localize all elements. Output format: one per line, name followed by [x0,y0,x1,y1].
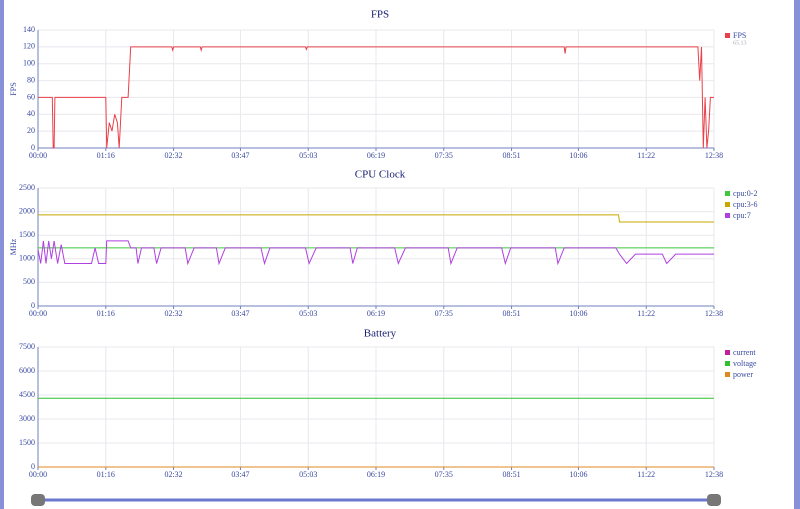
x-tick-label: 00:00 [29,470,47,479]
x-tick-label: 10:06 [569,309,587,318]
x-tick-label: 07:35 [435,151,453,160]
y-tick-label: 2500 [19,183,35,192]
series-line [37,240,714,266]
legend-label: cpu:0-2 [733,189,757,198]
y-tick-label: 3000 [19,414,35,423]
legend-label: power [733,370,753,379]
chart-title: Battery [364,328,397,340]
legend-swatch [725,202,730,207]
y-tick-label: 140 [23,25,35,34]
x-tick-label: 11:22 [637,309,655,318]
legend-label: FPS [733,31,746,40]
y-tick-label: 500 [23,277,35,286]
range-handle-start[interactable] [31,494,45,506]
legend-swatch [725,350,730,355]
x-tick-label: 07:35 [435,470,453,479]
legend-detail: 65.13 [733,40,747,46]
y-tick-label: 80 [27,75,35,84]
chart-title: CPU Clock [355,169,406,181]
x-tick-label: 08:51 [502,151,520,160]
x-tick-label: 06:19 [367,309,385,318]
x-tick-label: 10:06 [569,151,587,160]
x-tick-label: 01:16 [97,470,115,479]
y-axis-label: FPS [9,82,18,95]
x-tick-label: 06:19 [367,470,385,479]
y-tick-label: 7500 [19,342,35,351]
y-tick-label: 1500 [19,230,35,239]
x-tick-label: 02:32 [164,151,182,160]
x-tick-label: 12:38 [705,151,723,160]
y-tick-label: 1000 [19,254,35,263]
y-tick-label: 2000 [19,206,35,215]
y-tick-label: 20 [27,126,35,135]
legend-swatch [725,361,730,366]
chart-title: FPS [371,9,389,21]
x-tick-label: 03:47 [231,309,249,318]
x-tick-label: 01:16 [97,309,115,318]
x-tick-label: 02:32 [164,309,182,318]
x-tick-label: 03:47 [231,470,249,479]
x-tick-label: 12:38 [705,470,723,479]
y-tick-label: 100 [23,59,35,68]
x-tick-label: 05:03 [299,309,317,318]
y-tick-label: 4500 [19,390,35,399]
legend-label: cpu:7 [733,211,751,220]
x-tick-label: 12:38 [705,309,723,318]
x-tick-label: 11:22 [637,151,655,160]
legend-label: cpu:3-6 [733,200,757,209]
legend-swatch [725,213,730,218]
x-tick-label: 08:51 [502,470,520,479]
y-tick-label: 60 [27,92,35,101]
y-tick-label: 0 [31,462,35,471]
x-tick-label: 10:06 [569,470,587,479]
x-tick-label: 07:35 [435,309,453,318]
x-tick-label: 08:51 [502,309,520,318]
legend-label: current [733,348,756,357]
legend-swatch [725,191,730,196]
y-tick-label: 120 [23,42,35,51]
range-handle-end[interactable] [707,494,721,506]
y-tick-label: 1500 [19,438,35,447]
series-line [38,214,714,223]
legend-swatch [725,372,730,377]
legend-label: voltage [733,359,757,368]
y-tick-label: 6000 [19,366,35,375]
legend-swatch [725,33,730,38]
x-tick-label: 11:22 [637,470,655,479]
x-tick-label: 03:47 [231,151,249,160]
x-tick-label: 00:00 [29,309,47,318]
y-tick-label: 0 [31,301,35,310]
y-axis-label: MHz [9,238,18,255]
x-tick-label: 05:03 [299,470,317,479]
x-tick-label: 05:03 [299,151,317,160]
x-tick-label: 00:00 [29,151,47,160]
x-tick-label: 02:32 [164,470,182,479]
y-tick-label: 40 [27,109,35,118]
series-line [38,46,714,149]
x-tick-label: 06:19 [367,151,385,160]
x-tick-label: 01:16 [97,151,115,160]
y-tick-label: 0 [31,143,35,152]
